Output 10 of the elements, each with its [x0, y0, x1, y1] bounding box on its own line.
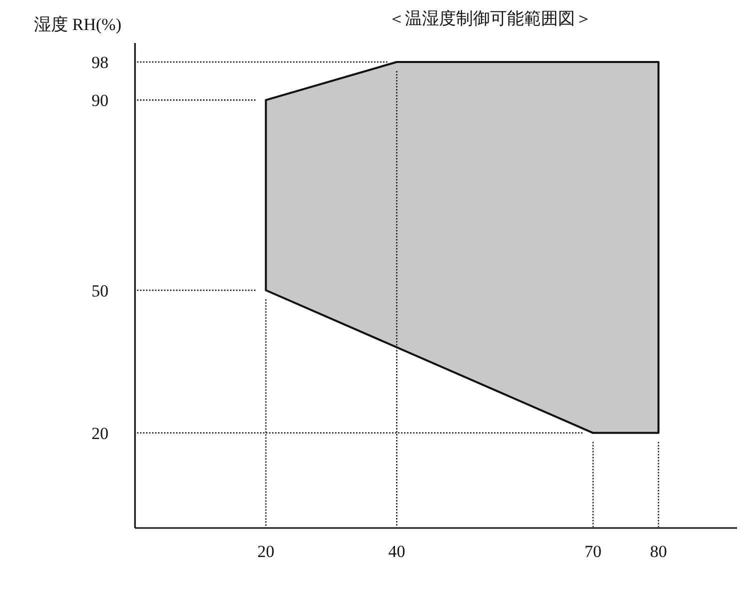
y-tick-label: 50: [92, 281, 108, 300]
y-axis-title: 湿度 RH(%): [34, 15, 122, 34]
x-tick-label: 20: [257, 542, 274, 561]
x-tick-label: 70: [584, 542, 602, 561]
y-tick-label: 98: [92, 53, 108, 72]
y-tick-label: 90: [92, 91, 108, 110]
y-tick-label: 20: [92, 424, 108, 443]
x-tick-label: 40: [388, 542, 406, 561]
x-tick-label: 80: [650, 542, 667, 561]
chart-title: ＜温湿度制御可能範囲図＞: [388, 9, 592, 28]
